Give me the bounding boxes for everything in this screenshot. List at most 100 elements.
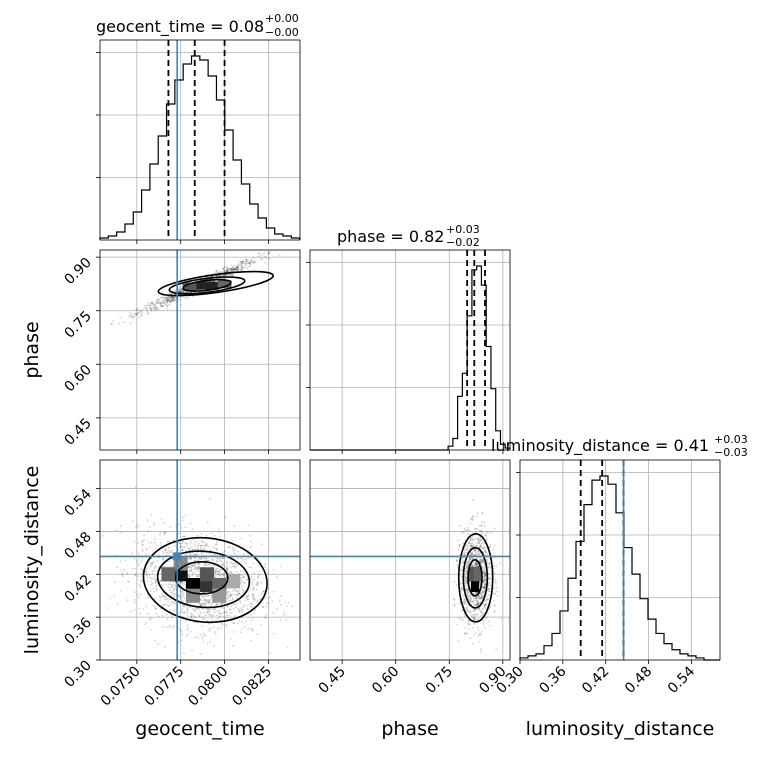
sample-point — [215, 271, 218, 273]
title-luminosity-distance-plus: +0.03 — [714, 433, 748, 446]
sample-point — [488, 594, 490, 596]
sample-point — [167, 298, 170, 300]
sample-point — [205, 557, 208, 560]
sample-point — [190, 546, 192, 549]
sample-point — [193, 571, 196, 574]
sample-point — [219, 574, 222, 576]
sample-point — [147, 304, 149, 306]
sample-point — [133, 315, 135, 318]
sample-point — [162, 565, 165, 568]
sample-point — [214, 547, 217, 550]
sample-point — [480, 559, 483, 561]
sample-point — [486, 598, 488, 601]
sample-point — [463, 560, 465, 562]
sample-point — [252, 261, 255, 263]
sample-point — [479, 539, 482, 542]
sample-point — [235, 266, 238, 268]
sample-point — [157, 298, 160, 301]
sample-point — [172, 299, 175, 302]
sample-point — [478, 524, 481, 527]
sample-point — [464, 627, 467, 629]
sample-point — [166, 300, 169, 303]
sample-point — [247, 524, 250, 527]
sample-point — [171, 297, 174, 300]
sample-point — [146, 549, 148, 551]
sample-point — [147, 301, 150, 304]
sample-point — [217, 527, 220, 530]
sample-point — [494, 578, 497, 581]
sample-point — [493, 604, 495, 607]
sample-point — [184, 526, 187, 529]
sample-point — [469, 553, 472, 556]
sample-point — [487, 598, 490, 600]
sample-point — [241, 628, 243, 631]
sample-point — [226, 270, 229, 272]
sample-point — [473, 548, 476, 551]
sample-point — [152, 303, 155, 306]
sample-point — [182, 595, 185, 597]
sample-point — [147, 596, 150, 599]
sample-point — [140, 314, 143, 317]
sample-point — [190, 612, 192, 615]
sample-point — [137, 524, 140, 527]
sample-point — [474, 549, 476, 551]
sample-point — [477, 641, 480, 643]
sample-point — [148, 305, 150, 307]
sample-point — [102, 535, 105, 537]
sample-point — [279, 619, 282, 621]
sample-point — [205, 599, 208, 602]
sample-point — [218, 612, 221, 614]
sample-point — [237, 557, 239, 560]
sample-point — [219, 627, 222, 629]
sample-point — [180, 600, 183, 602]
sample-point — [180, 546, 183, 548]
sample-point — [204, 598, 206, 600]
sample-point — [137, 558, 140, 561]
sample-point — [224, 266, 226, 268]
sample-point — [251, 576, 254, 579]
sample-point — [243, 266, 246, 269]
sample-point — [173, 299, 176, 302]
sample-point — [483, 573, 486, 576]
sample-point — [181, 590, 184, 593]
sample-point — [168, 540, 171, 543]
sample-point — [221, 563, 224, 566]
sample-point — [242, 576, 245, 579]
sample-point — [180, 290, 183, 292]
sample-point — [291, 605, 293, 608]
sample-point — [157, 308, 160, 311]
sample-point — [466, 592, 469, 595]
sample-point — [252, 596, 255, 599]
sample-point — [475, 597, 478, 599]
sample-point — [236, 267, 239, 270]
panel-content — [310, 460, 510, 660]
sample-point — [164, 531, 167, 534]
sample-point — [479, 597, 481, 600]
sample-point — [477, 565, 480, 568]
sample-point — [247, 259, 249, 262]
sample-point — [195, 574, 198, 577]
sample-point — [181, 549, 184, 551]
sample-point — [222, 274, 224, 277]
sample-point — [222, 268, 225, 271]
sample-point — [178, 287, 181, 290]
sample-point — [164, 549, 167, 552]
sample-point — [215, 275, 218, 277]
sample-point — [229, 273, 232, 276]
sample-point — [189, 557, 192, 560]
sample-point — [243, 561, 246, 564]
sample-point — [201, 604, 204, 606]
sample-point — [208, 611, 211, 614]
sample-point — [137, 562, 140, 565]
sample-point — [477, 634, 480, 637]
sample-point — [250, 627, 253, 630]
sample-point — [468, 540, 470, 542]
sample-point — [159, 304, 162, 307]
sample-point — [116, 603, 119, 606]
sample-point — [211, 608, 214, 611]
sample-point — [460, 587, 463, 589]
sample-point — [159, 532, 162, 534]
sample-point — [163, 302, 166, 304]
sample-point — [455, 559, 458, 562]
sample-point — [261, 258, 263, 260]
